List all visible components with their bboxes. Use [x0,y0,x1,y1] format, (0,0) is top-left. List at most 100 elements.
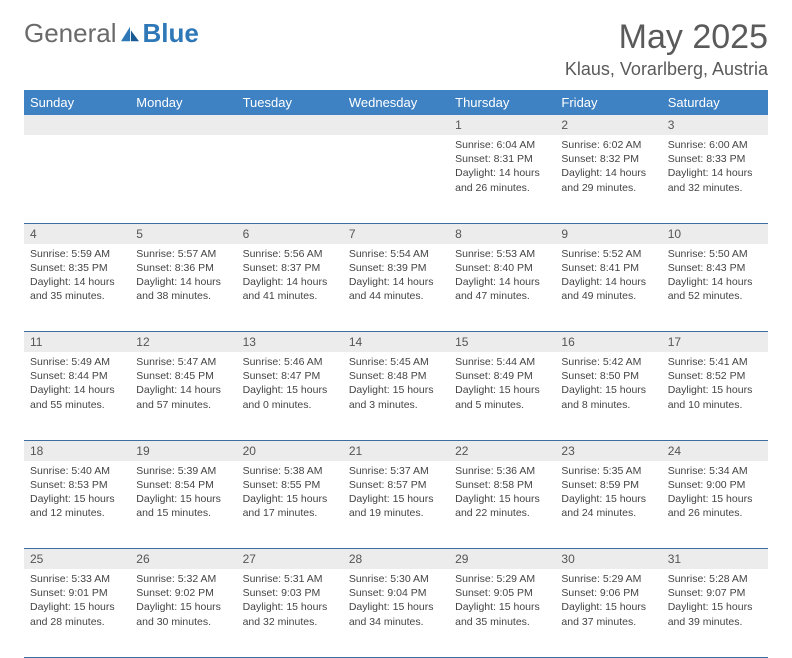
day-cell: Sunrise: 5:41 AMSunset: 8:52 PMDaylight:… [662,352,768,440]
day1-text: Daylight: 15 hours [455,383,549,397]
sunrise-text: Sunrise: 5:42 AM [561,355,655,369]
day-number: 2 [555,115,661,135]
day1-text: Daylight: 15 hours [349,383,443,397]
sunrise-text: Sunrise: 5:29 AM [455,572,549,586]
day-number-row: 25262728293031 [24,549,768,570]
logo-text-blue: Blue [143,18,199,49]
day-details: Sunrise: 5:29 AMSunset: 9:06 PMDaylight:… [555,569,661,635]
day-cell: Sunrise: 5:32 AMSunset: 9:02 PMDaylight:… [130,569,236,657]
day-cell: Sunrise: 5:47 AMSunset: 8:45 PMDaylight:… [130,352,236,440]
sunset-text: Sunset: 8:39 PM [349,261,443,275]
day2-text: and 22 minutes. [455,506,549,520]
day-cell: Sunrise: 6:04 AMSunset: 8:31 PMDaylight:… [449,135,555,223]
day-details: Sunrise: 5:36 AMSunset: 8:58 PMDaylight:… [449,461,555,527]
day-details: Sunrise: 5:44 AMSunset: 8:49 PMDaylight:… [449,352,555,418]
day-details: Sunrise: 5:49 AMSunset: 8:44 PMDaylight:… [24,352,130,418]
sunrise-text: Sunrise: 5:38 AM [243,464,337,478]
sunset-text: Sunset: 9:01 PM [30,586,124,600]
sunset-text: Sunset: 8:57 PM [349,478,443,492]
day2-text: and 8 minutes. [561,398,655,412]
sunrise-text: Sunrise: 5:37 AM [349,464,443,478]
day2-text: and 55 minutes. [30,398,124,412]
day1-text: Daylight: 14 hours [561,275,655,289]
day1-text: Daylight: 14 hours [30,275,124,289]
day2-text: and 24 minutes. [561,506,655,520]
day-number: 14 [343,332,449,353]
sunset-text: Sunset: 8:50 PM [561,369,655,383]
day-cell: Sunrise: 5:54 AMSunset: 8:39 PMDaylight:… [343,244,449,332]
day2-text: and 38 minutes. [136,289,230,303]
day-details: Sunrise: 5:28 AMSunset: 9:07 PMDaylight:… [662,569,768,635]
day1-text: Daylight: 15 hours [561,492,655,506]
day-cell: Sunrise: 5:44 AMSunset: 8:49 PMDaylight:… [449,352,555,440]
day-details: Sunrise: 5:30 AMSunset: 9:04 PMDaylight:… [343,569,449,635]
day1-text: Daylight: 14 hours [136,275,230,289]
day-cell: Sunrise: 5:52 AMSunset: 8:41 PMDaylight:… [555,244,661,332]
day-details: Sunrise: 5:42 AMSunset: 8:50 PMDaylight:… [555,352,661,418]
sunrise-text: Sunrise: 5:29 AM [561,572,655,586]
day2-text: and 19 minutes. [349,506,443,520]
day-cell: Sunrise: 5:56 AMSunset: 8:37 PMDaylight:… [237,244,343,332]
week-row: Sunrise: 5:59 AMSunset: 8:35 PMDaylight:… [24,244,768,332]
weekday-header: Sunday [24,90,130,115]
day-cell: Sunrise: 5:30 AMSunset: 9:04 PMDaylight:… [343,569,449,657]
day2-text: and 32 minutes. [243,615,337,629]
day-details: Sunrise: 5:46 AMSunset: 8:47 PMDaylight:… [237,352,343,418]
day2-text: and 12 minutes. [30,506,124,520]
sunrise-text: Sunrise: 5:52 AM [561,247,655,261]
day-cell: Sunrise: 5:28 AMSunset: 9:07 PMDaylight:… [662,569,768,657]
day1-text: Daylight: 15 hours [243,383,337,397]
day-cell: Sunrise: 5:57 AMSunset: 8:36 PMDaylight:… [130,244,236,332]
sunrise-text: Sunrise: 5:28 AM [668,572,762,586]
sunrise-text: Sunrise: 5:40 AM [30,464,124,478]
sunrise-text: Sunrise: 5:36 AM [455,464,549,478]
day-details: Sunrise: 6:00 AMSunset: 8:33 PMDaylight:… [662,135,768,201]
weekday-header: Friday [555,90,661,115]
day1-text: Daylight: 15 hours [136,492,230,506]
day1-text: Daylight: 15 hours [561,383,655,397]
day-details: Sunrise: 5:52 AMSunset: 8:41 PMDaylight:… [555,244,661,310]
sunset-text: Sunset: 8:45 PM [136,369,230,383]
title-block: May 2025 Klaus, Vorarlberg, Austria [565,18,768,80]
day-number: 7 [343,223,449,244]
sunset-text: Sunset: 9:02 PM [136,586,230,600]
sunrise-text: Sunrise: 5:57 AM [136,247,230,261]
sunrise-text: Sunrise: 5:44 AM [455,355,549,369]
week-row: Sunrise: 5:40 AMSunset: 8:53 PM Daylight:… [24,461,768,549]
day2-text: and 0 minutes. [243,398,337,412]
sunset-text: Sunset: 8:43 PM [668,261,762,275]
day-number: 31 [662,549,768,570]
day-number: 22 [449,440,555,461]
day1-text: Daylight: 15 hours [30,600,124,614]
day-cell: Sunrise: 5:34 AMSunset: 9:00 PMDaylight:… [662,461,768,549]
day-number-row: 11121314151617 [24,332,768,353]
day-number: 15 [449,332,555,353]
sunset-text: Sunset: 8:41 PM [561,261,655,275]
day-number: 9 [555,223,661,244]
logo: General Blue [24,18,199,49]
weekday-header-row: Sunday Monday Tuesday Wednesday Thursday… [24,90,768,115]
day-details: Sunrise: 5:31 AMSunset: 9:03 PMDaylight:… [237,569,343,635]
day-number-row: 18192021222324 [24,440,768,461]
day-number: 4 [24,223,130,244]
weekday-header: Saturday [662,90,768,115]
day-number: 27 [237,549,343,570]
day1-text: Daylight: 14 hours [243,275,337,289]
sunrise-text: Sunrise: 5:59 AM [30,247,124,261]
day-cell [343,135,449,223]
sunset-text: Sunset: 9:07 PM [668,586,762,600]
weekday-header: Tuesday [237,90,343,115]
day-number-row: 123 [24,115,768,135]
day-details: Sunrise: 5:41 AMSunset: 8:52 PMDaylight:… [662,352,768,418]
day2-text: and 34 minutes. [349,615,443,629]
day2-text: and 15 minutes. [136,506,230,520]
day-cell: Sunrise: 6:00 AMSunset: 8:33 PMDaylight:… [662,135,768,223]
day-details: Sunrise: 5:40 AMSunset: 8:53 PMDaylight:… [24,461,130,527]
sunset-text: Sunset: 8:37 PM [243,261,337,275]
sunset-text: Sunset: 8:53 PM [30,478,124,492]
day-number: 8 [449,223,555,244]
day2-text: and 57 minutes. [136,398,230,412]
day-details: Sunrise: 5:57 AMSunset: 8:36 PMDaylight:… [130,244,236,310]
sunrise-text: Sunrise: 5:30 AM [349,572,443,586]
sunrise-text: Sunrise: 5:47 AM [136,355,230,369]
